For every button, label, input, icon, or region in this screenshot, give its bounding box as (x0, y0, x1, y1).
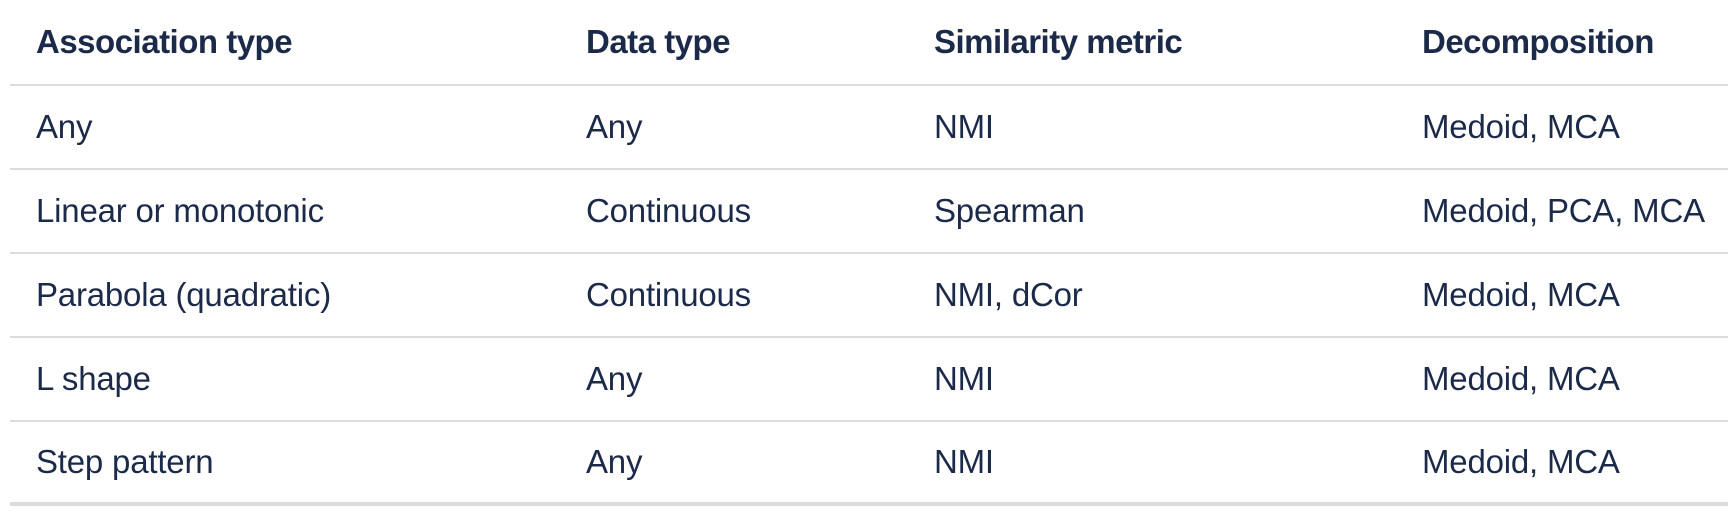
cell-decomposition: Medoid, MCA (1422, 360, 1620, 397)
cell-association-type: Any (36, 108, 93, 145)
cell-association-type: Step pattern (36, 443, 214, 480)
cell-data-type: Continuous (586, 276, 751, 313)
cell-similarity-metric: NMI, dCor (934, 276, 1083, 313)
table-row: Step pattern Any NMI Medoid, MCA (10, 422, 1728, 506)
cell-similarity-metric: NMI (934, 443, 994, 480)
cell-similarity-metric: NMI (934, 108, 994, 145)
table-row: Linear or monotonic Continuous Spearman … (10, 170, 1728, 254)
table-header-row: Association type Data type Similarity me… (10, 0, 1728, 86)
cell-decomposition: Medoid, MCA (1422, 443, 1620, 480)
data-table: Association type Data type Similarity me… (10, 0, 1728, 506)
table-row: Parabola (quadratic) Continuous NMI, dCo… (10, 254, 1728, 338)
header-data-type: Data type (586, 23, 731, 60)
table-row: Any Any NMI Medoid, MCA (10, 86, 1728, 170)
cell-association-type: L shape (36, 360, 151, 397)
cell-association-type: Parabola (quadratic) (36, 276, 331, 313)
cell-similarity-metric: NMI (934, 360, 994, 397)
header-similarity-metric: Similarity metric (934, 23, 1183, 60)
cell-association-type: Linear or monotonic (36, 192, 324, 229)
cell-decomposition: Medoid, PCA, MCA (1422, 192, 1705, 229)
table-row: L shape Any NMI Medoid, MCA (10, 338, 1728, 422)
header-association-type: Association type (36, 23, 293, 60)
cell-data-type: Continuous (586, 192, 751, 229)
cell-data-type: Any (586, 360, 643, 397)
cell-data-type: Any (586, 443, 643, 480)
cell-similarity-metric: Spearman (934, 192, 1085, 229)
cell-data-type: Any (586, 108, 643, 145)
cell-decomposition: Medoid, MCA (1422, 276, 1620, 313)
cell-decomposition: Medoid, MCA (1422, 108, 1620, 145)
header-decomposition: Decomposition (1422, 23, 1654, 60)
